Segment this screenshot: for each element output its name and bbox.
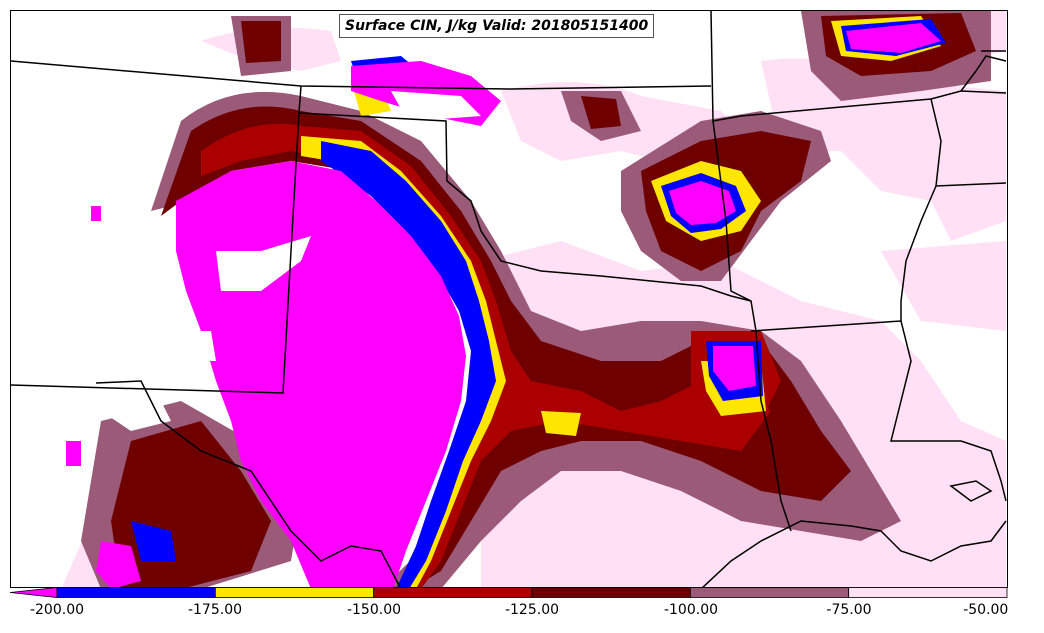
colorbar-bin: [848, 587, 1008, 598]
colorbar-bin: [531, 587, 691, 598]
map-title: Surface CIN, J/kg Valid: 201805151400: [339, 14, 655, 38]
colorbar-tick-label: -150.00: [346, 602, 402, 618]
cin-white-holes: [101, 91, 481, 431]
colorbar-tick-label: -50.00: [963, 602, 1009, 618]
cin-map: [10, 10, 1008, 588]
state-boundaries: [11, 11, 1007, 532]
coastline-rio-grande: [95, 380, 1007, 587]
cin-field-plot: [11, 11, 1007, 587]
colorbar-tick-label: -200.00: [29, 602, 85, 618]
colorbar-tick-label: -125.00: [504, 602, 560, 618]
colorbar-bin: [373, 587, 533, 598]
colorbar-tick-label: -75.00: [826, 602, 872, 618]
colorbar-bin: [214, 587, 375, 598]
colorbar-bin: [689, 587, 850, 598]
colorbar-under-triangle: [10, 587, 58, 598]
colorbar-bin: [56, 587, 216, 598]
colorbar-tick-label: -100.00: [663, 602, 719, 618]
colorbar-tick-label: -175.00: [187, 602, 243, 618]
colorbar: [10, 587, 1008, 598]
